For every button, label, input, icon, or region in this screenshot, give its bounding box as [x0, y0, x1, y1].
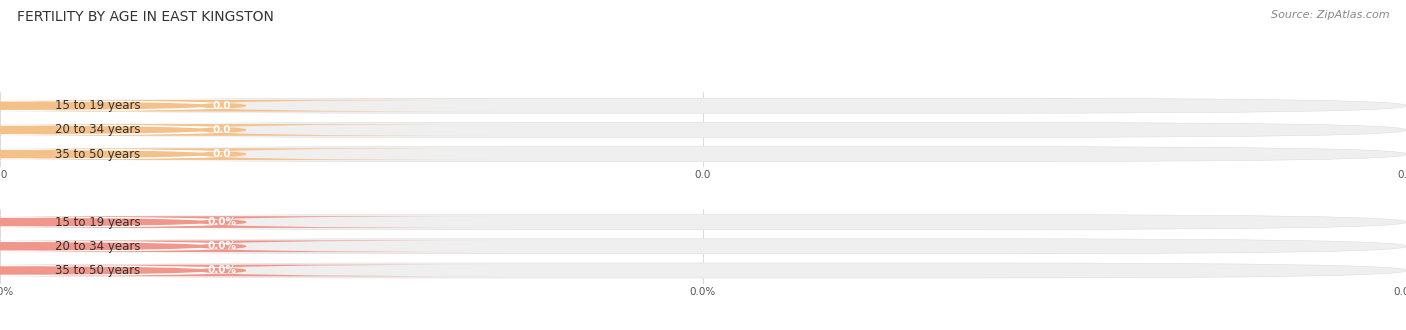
FancyBboxPatch shape — [0, 214, 1406, 230]
Text: 35 to 50 years: 35 to 50 years — [55, 264, 141, 277]
FancyBboxPatch shape — [0, 215, 380, 229]
Circle shape — [0, 218, 207, 226]
FancyBboxPatch shape — [0, 239, 1406, 254]
FancyBboxPatch shape — [0, 124, 508, 136]
FancyBboxPatch shape — [0, 216, 508, 228]
Text: 0.0: 0.0 — [212, 101, 232, 111]
FancyBboxPatch shape — [0, 264, 380, 277]
FancyBboxPatch shape — [0, 263, 1406, 278]
Text: 35 to 50 years: 35 to 50 years — [55, 148, 141, 161]
Text: 0.0: 0.0 — [212, 149, 232, 159]
Text: 15 to 19 years: 15 to 19 years — [55, 215, 141, 229]
Text: 0.0%: 0.0% — [208, 241, 236, 251]
FancyBboxPatch shape — [0, 100, 508, 112]
Circle shape — [0, 126, 207, 133]
FancyBboxPatch shape — [0, 122, 1406, 137]
Circle shape — [0, 243, 207, 250]
Text: 20 to 34 years: 20 to 34 years — [55, 240, 141, 253]
Text: 15 to 19 years: 15 to 19 years — [55, 99, 141, 112]
FancyBboxPatch shape — [0, 240, 380, 253]
FancyBboxPatch shape — [0, 241, 508, 252]
Text: 0.0%: 0.0% — [208, 217, 236, 227]
Text: 0.0%: 0.0% — [208, 265, 236, 276]
FancyBboxPatch shape — [0, 147, 1406, 162]
Circle shape — [0, 150, 207, 158]
Text: 20 to 34 years: 20 to 34 years — [55, 123, 141, 136]
Circle shape — [0, 102, 207, 109]
FancyBboxPatch shape — [0, 148, 508, 160]
FancyBboxPatch shape — [0, 99, 380, 112]
FancyBboxPatch shape — [0, 123, 380, 137]
FancyBboxPatch shape — [0, 98, 1406, 113]
Text: FERTILITY BY AGE IN EAST KINGSTON: FERTILITY BY AGE IN EAST KINGSTON — [17, 10, 274, 24]
FancyBboxPatch shape — [0, 148, 380, 161]
FancyBboxPatch shape — [0, 265, 508, 276]
Circle shape — [0, 267, 207, 274]
Text: 0.0: 0.0 — [212, 125, 232, 135]
Text: Source: ZipAtlas.com: Source: ZipAtlas.com — [1271, 10, 1389, 20]
